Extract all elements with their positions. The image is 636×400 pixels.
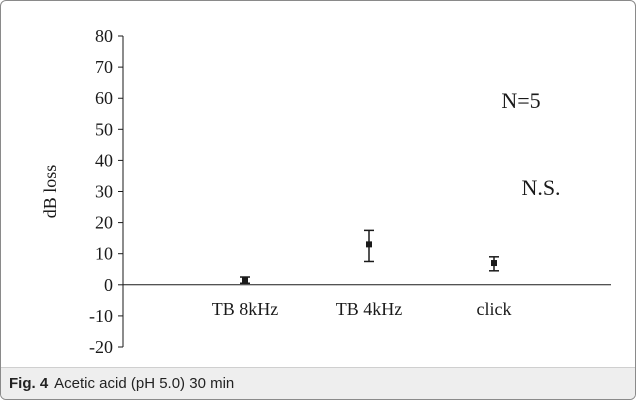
y-tick-label: 60 [95,88,113,108]
caption-label: Fig. 4 [9,375,49,392]
x-category-label: TB 8kHz [212,299,279,319]
annotation-n: N=5 [501,88,540,113]
caption-text: Acetic acid (pH 5.0) 30 min [54,375,235,392]
y-tick-label: 30 [95,182,113,202]
y-tick-label: -10 [89,306,113,326]
y-tick-label: 50 [95,119,113,139]
y-tick-label: 70 [95,57,113,77]
data-point [491,260,497,267]
y-tick-label: 10 [95,244,113,264]
figure-caption: Fig. 4 Acetic acid (pH 5.0) 30 min [1,367,635,399]
data-point [366,241,372,248]
y-tick-label: -20 [89,337,113,357]
x-category-label: TB 4kHz [336,299,403,319]
x-category-label: click [477,299,512,319]
y-tick-label: 0 [104,275,113,295]
data-point [242,277,248,284]
y-tick-label: 20 [95,213,113,233]
y-tick-label: 40 [95,150,113,170]
chart: 80 70 60 50 40 30 20 10 0 -10 -20 dB loss TB 8kHz TB … [40,26,611,357]
y-tick-label: 80 [95,26,113,46]
annotation-ns: N.S. [521,175,560,200]
y-axis-title: dB loss [40,165,60,219]
